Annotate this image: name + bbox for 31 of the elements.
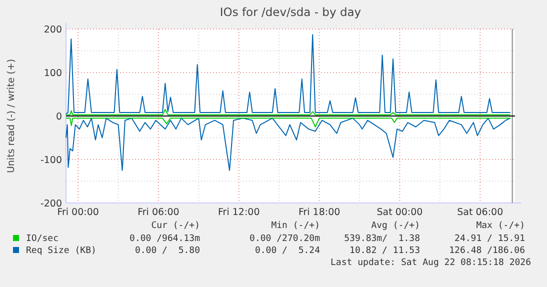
text: 0.00 /964.13m xyxy=(130,234,200,244)
text: 10.82 / 11.53 xyxy=(350,246,420,256)
y-tick-label: 0 xyxy=(56,111,62,122)
line-series xyxy=(66,118,511,171)
y-tick-label: 200 xyxy=(44,24,62,36)
x-tick-label: Sat 06:00 xyxy=(457,207,504,218)
line-series xyxy=(66,118,511,128)
chart-title: IOs for /dev/sda - by day xyxy=(220,5,362,19)
x-tick-label: Sat 00:00 xyxy=(376,207,423,218)
legend-label: IO/sec xyxy=(26,234,59,244)
y-axis-title: Units read (-) / write (+) xyxy=(6,58,17,174)
text: 0.00 /270.20m xyxy=(250,234,320,244)
text: 539.83m/ 1.38 xyxy=(344,234,420,244)
text: 0.00 / 5.24 xyxy=(254,246,320,256)
text: Max (-/+) xyxy=(476,221,525,231)
text: Min (-/+) xyxy=(271,221,320,231)
y-tick-label: -100 xyxy=(40,154,62,166)
text: 126.48 /186.06 xyxy=(449,246,525,256)
x-tick-label: Fri 06:00 xyxy=(138,207,180,218)
x-tick-label: Fri 18:00 xyxy=(298,207,340,218)
text: Avg (-/+) xyxy=(371,221,420,231)
x-tick-label: Fri 12:00 xyxy=(218,207,260,218)
legend-label: Req Size (KB) xyxy=(26,246,96,256)
text: 0.00 / 5.80 xyxy=(134,246,200,256)
y-tick-label: -200 xyxy=(40,198,62,210)
text: Last update: Sat Aug 22 08:15:18 2026 xyxy=(330,258,531,268)
line-series xyxy=(66,34,511,114)
text: 24.91 / 15.91 xyxy=(454,234,525,244)
x-tick-label: Fri 00:00 xyxy=(57,207,99,218)
text: Cur (-/+) xyxy=(151,221,200,231)
y-tick-label: 100 xyxy=(44,68,62,79)
